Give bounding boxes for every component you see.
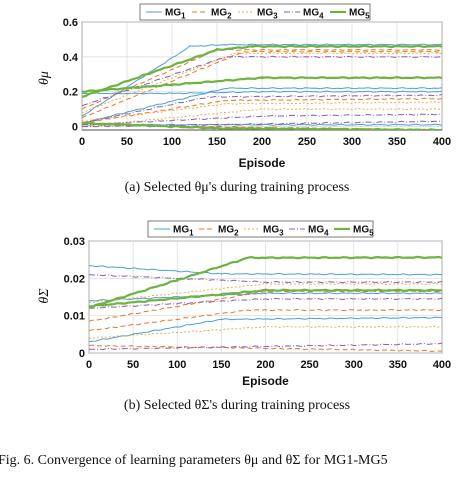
x-tick-label: 400: [433, 359, 451, 371]
x-tick-label: 350: [389, 359, 407, 371]
series-line-mg5: [89, 255, 442, 309]
chart-theta-sigma: 0 50 100 150 200 250 300 350 400 0 0.01 0.02 0.03 MG1…: [37, 220, 451, 413]
x-tick-label: 150: [212, 359, 230, 371]
x-axis-label: Episode: [239, 156, 286, 170]
legend-label: MG4: [303, 8, 324, 21]
y-axis-label: θΣ: [37, 288, 52, 304]
x-tick-label: 50: [121, 136, 133, 148]
series-line-mg2: [89, 308, 442, 332]
series-line-mg3: [89, 325, 442, 339]
series-line-mg1: [89, 265, 442, 276]
legend-label: MG5: [353, 225, 374, 238]
series-line-mg3: [82, 107, 442, 128]
series-line-mg1: [89, 292, 442, 302]
series-line-mg5: [82, 121, 442, 130]
x-tick-label: 100: [163, 136, 181, 148]
x-tick-label: 400: [433, 136, 451, 148]
y-tick-label: 0.01: [64, 311, 85, 323]
x-tick-label: 250: [300, 359, 318, 371]
series-line-mg3: [82, 101, 442, 122]
series-group: [82, 43, 442, 130]
legend-label: MG3: [263, 225, 284, 238]
y-tick-label: 0: [72, 122, 78, 134]
legend-label: MG5: [349, 8, 370, 21]
series-line-mg1: [89, 316, 442, 343]
y-tick-label: 0.4: [63, 52, 79, 64]
legend-label: MG1: [165, 8, 186, 21]
y-tick-label: 0.02: [64, 273, 85, 285]
y-tick-label: 0.2: [63, 87, 78, 99]
legend-box: [139, 3, 371, 21]
series-group: [89, 255, 442, 353]
x-tick-label: 200: [253, 136, 271, 148]
chart-theta-mu: 0 50 100 150 200 250 300 350 400 0 0.2 0.4 0.6 MG1 MG2…: [37, 3, 451, 195]
series-line-mg4: [82, 113, 442, 126]
series-line-mg4: [89, 342, 442, 350]
series-line-mg3: [89, 282, 442, 304]
chart-caption: (a) Selected θμ's during training proces…: [125, 180, 350, 195]
legend-label: MG1: [173, 225, 194, 238]
series-line-mg4: [89, 297, 442, 309]
figure-caption: Fig. 6. Convergence of learning paramete…: [0, 453, 388, 468]
series-line-mg5: [82, 44, 442, 98]
legend-label: MG3: [257, 8, 278, 21]
legend-label: MG2: [211, 8, 232, 21]
y-tick-label: 0: [79, 348, 85, 360]
y-axis-label: θμ: [37, 71, 52, 85]
legend-label: MG4: [308, 225, 329, 238]
x-tick-label: 250: [298, 136, 316, 148]
series-line-mg1: [82, 87, 442, 124]
x-tick-label: 50: [127, 359, 139, 371]
x-tick-label: 300: [345, 359, 363, 371]
y-tick-label: 0.03: [64, 236, 85, 248]
legend-label: MG2: [218, 225, 239, 238]
x-tick-label: 200: [256, 359, 274, 371]
x-tick-label: 100: [168, 359, 186, 371]
x-axis-label: Episode: [242, 374, 289, 388]
x-tick-label: 300: [343, 136, 361, 148]
series-line-mg2: [82, 48, 442, 110]
x-tick-label: 150: [208, 136, 226, 148]
legend-box: [147, 220, 374, 238]
x-tick-label: 350: [388, 136, 406, 148]
series-line-mg4: [82, 55, 442, 107]
chart-caption: (b) Selected θΣ's during training proces…: [124, 398, 350, 413]
series-line-mg2: [82, 50, 442, 119]
series-line-mg2: [89, 344, 442, 353]
series-line-mg4: [89, 274, 442, 284]
series-line-mg3: [82, 52, 442, 114]
series-line-mg5: [82, 76, 442, 93]
series-line-mg1: [82, 90, 442, 95]
series-line-mg5: [89, 288, 442, 308]
x-tick-label: 0: [86, 359, 92, 371]
y-tick-label: 0.6: [63, 17, 78, 29]
x-tick-label: 0: [79, 136, 85, 148]
